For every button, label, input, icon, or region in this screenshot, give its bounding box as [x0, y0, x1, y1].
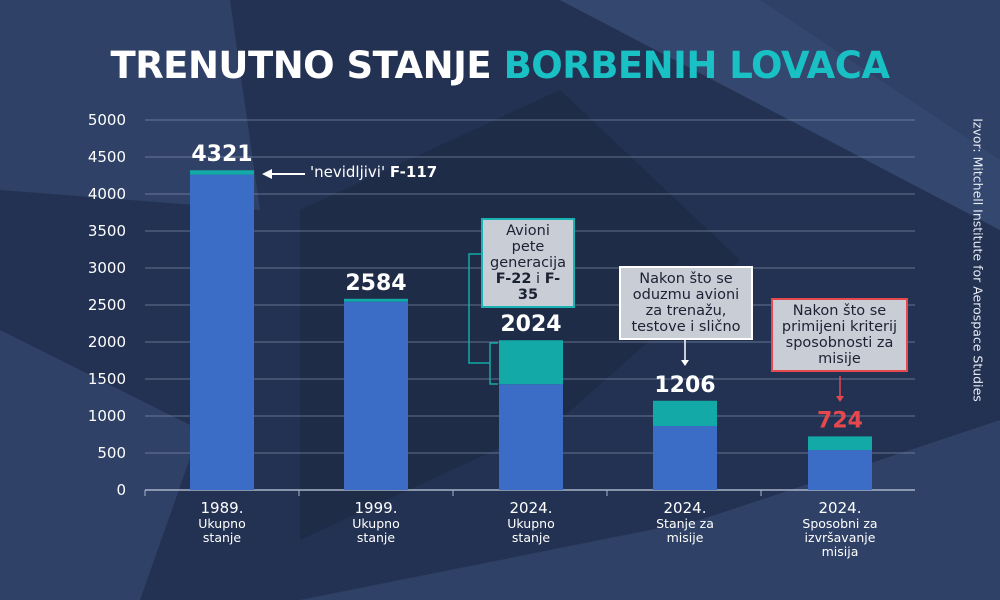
bar-highlight — [808, 436, 872, 451]
bar-base — [190, 174, 254, 490]
category-year: 2024. — [663, 499, 707, 517]
y-tick-label: 3000 — [88, 259, 126, 277]
y-tick-label: 4500 — [88, 148, 126, 166]
gen5-f35: F-35 — [517, 271, 561, 303]
total-label: 1206 — [654, 373, 715, 398]
bar-base — [499, 384, 563, 490]
gen5-line: pete — [511, 239, 545, 255]
category-l3: misija — [821, 544, 859, 559]
x-category-label: 2024. Ukupno stanje — [471, 499, 591, 545]
annotation-training: Nakon što se oduzmu avioni za trenažu, t… — [619, 266, 753, 340]
total-label: 2024 — [500, 312, 561, 337]
category-l2: stanje — [511, 530, 551, 545]
bar-highlight — [653, 400, 717, 426]
bar-highlight — [190, 170, 254, 175]
x-category-label: 2024. Stanje za misije — [625, 499, 745, 545]
bar-base — [808, 450, 872, 490]
x-category-label: 1989. Ukupno stanje — [162, 499, 282, 545]
y-tick-label: 5000 — [88, 111, 126, 129]
category-l1: Stanje za — [656, 516, 714, 531]
total-label: 2584 — [345, 271, 406, 296]
bar-base — [344, 301, 408, 490]
bracket-gen5 — [489, 342, 498, 385]
gen5-line: Avioni — [506, 223, 550, 239]
arrowhead-training — [681, 360, 689, 366]
y-tick-label: 4000 — [88, 185, 126, 203]
annotation-gen5: Avioni pete generacija F-22 i F-35 — [481, 218, 575, 308]
bar-highlight — [499, 340, 563, 385]
y-tick-label: 2000 — [88, 333, 126, 351]
title-part-1: TRENUTNO STANJE — [110, 44, 492, 87]
category-l2: izvršavanje — [804, 530, 876, 545]
source-note: Izvor: Mitchell Institute for Aerospace … — [970, 118, 986, 402]
y-tick-label: 500 — [97, 444, 126, 462]
x-category-label: 2024. Sposobni za izvršavanje misija — [780, 499, 900, 559]
category-l2: stanje — [202, 530, 242, 545]
y-tick-label: 2500 — [88, 296, 126, 314]
category-l2: stanje — [356, 530, 396, 545]
gen5-line: generacija — [490, 255, 566, 271]
gen5-f22: F-22 — [495, 271, 532, 287]
gen5-and: i — [531, 271, 545, 287]
category-l1: Ukupno — [352, 516, 400, 531]
f117-name: F-117 — [389, 163, 438, 181]
annotation-mission: Nakon što se primijeni kriterij sposobno… — [771, 298, 908, 372]
annotation-f117: 'nevidljivi' F-117 — [310, 163, 437, 181]
category-year: 1999. — [354, 499, 398, 517]
f117-label: 'nevidljivi' — [310, 163, 390, 181]
connector-gen5 — [468, 253, 490, 364]
category-year: 2024. — [509, 499, 553, 517]
bar-base — [653, 425, 717, 490]
arrowhead-f117 — [262, 169, 272, 179]
total-label: 4321 — [191, 142, 252, 167]
category-year: 1989. — [200, 499, 244, 517]
y-tick-label: 1500 — [88, 370, 126, 388]
category-l1: Ukupno — [198, 516, 246, 531]
y-tick-label: 1000 — [88, 407, 126, 425]
chart-title: TRENUTNO STANJE BORBENIH LOVACA — [0, 44, 1000, 87]
title-part-2: BORBENIH LOVACA — [503, 44, 890, 87]
y-tick-label: 0 — [116, 481, 126, 499]
category-l2: misije — [666, 530, 704, 545]
arrowhead-mission — [836, 396, 844, 402]
bar-highlight — [344, 298, 408, 302]
category-year: 2024. — [818, 499, 862, 517]
x-category-label: 1999. Ukupno stanje — [316, 499, 436, 545]
category-l1: Sposobni za — [802, 516, 878, 531]
total-label: 724 — [817, 408, 863, 433]
y-tick-label: 3500 — [88, 222, 126, 240]
category-l1: Ukupno — [507, 516, 555, 531]
